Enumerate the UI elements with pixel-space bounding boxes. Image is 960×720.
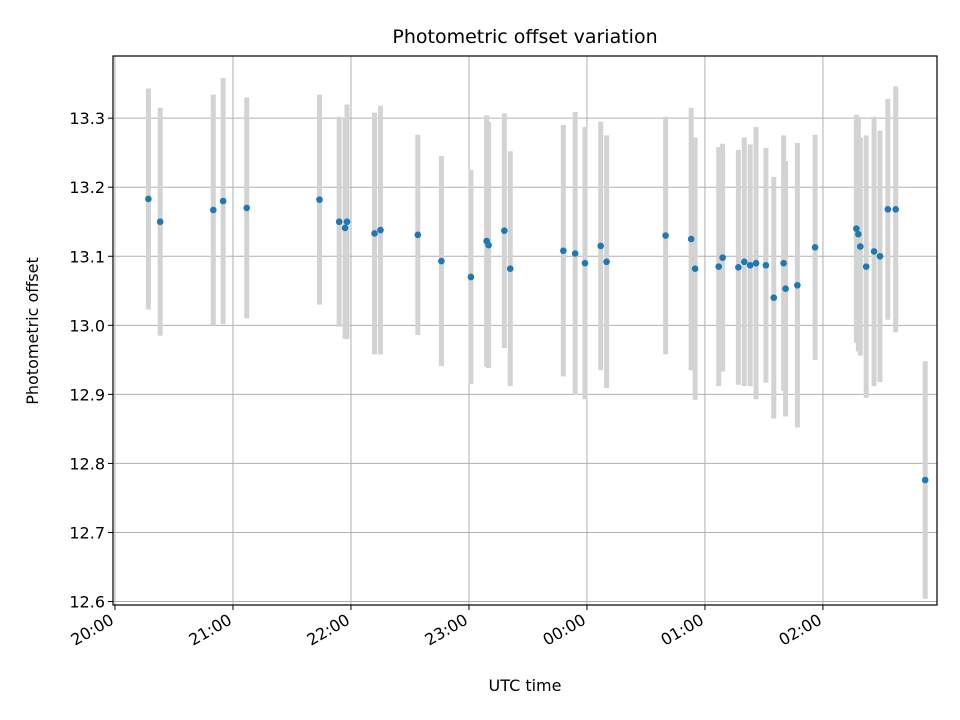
data-point	[740, 258, 748, 266]
data-point	[341, 224, 349, 232]
data-point	[219, 197, 227, 205]
data-point	[371, 230, 378, 237]
data-point	[156, 218, 164, 226]
data-point	[343, 218, 351, 226]
data-point	[467, 273, 475, 281]
y-tick-label: 13.0	[69, 316, 105, 335]
data-point	[597, 242, 605, 250]
data-point	[862, 263, 870, 270]
y-tick-label: 12.6	[69, 593, 105, 612]
y-tick-label: 12.7	[69, 523, 105, 542]
data-point	[770, 294, 778, 301]
data-point	[892, 206, 900, 213]
data-point	[662, 232, 669, 239]
data-point	[501, 227, 508, 235]
chart-title: Photometric offset variation	[392, 26, 657, 48]
data-point	[746, 261, 754, 269]
data-point	[762, 261, 770, 269]
y-tick-label: 13.3	[69, 109, 105, 128]
data-point	[335, 218, 343, 226]
data-point	[794, 281, 801, 289]
data-point	[145, 195, 152, 203]
y-tick-label: 13.2	[69, 178, 105, 197]
data-point	[719, 254, 726, 261]
data-point	[209, 206, 217, 214]
data-point	[560, 247, 567, 255]
data-point	[752, 259, 760, 267]
data-point	[438, 257, 445, 265]
y-tick-label: 12.9	[69, 385, 105, 404]
data-point	[811, 243, 819, 251]
data-point	[243, 204, 251, 212]
data-point	[316, 196, 323, 203]
data-point	[581, 259, 589, 267]
data-point	[571, 250, 579, 257]
y-axis-ticks: 12.6 12.7 12.8 12.9 13.0 13.1 13.2 13.3	[69, 109, 113, 612]
data-point	[414, 231, 422, 239]
y-axis-label: Photometric offset	[23, 257, 42, 405]
data-points	[145, 195, 929, 484]
y-tick-label: 13.1	[69, 247, 105, 266]
data-point	[691, 265, 699, 272]
x-axis-label: UTC time	[489, 676, 562, 695]
data-point	[603, 258, 610, 266]
data-point	[687, 235, 695, 243]
data-point	[485, 241, 492, 249]
data-point	[870, 248, 878, 255]
y-tick-label: 12.8	[69, 454, 105, 473]
data-point	[715, 263, 723, 270]
plot-frame	[112, 55, 938, 606]
data-point	[921, 476, 929, 484]
data-point	[735, 264, 742, 271]
data-point	[506, 265, 514, 272]
data-point	[853, 225, 860, 232]
data-point	[857, 243, 864, 250]
data-point	[377, 226, 384, 234]
data-point	[782, 285, 789, 293]
data-point	[855, 230, 862, 238]
data-point	[780, 259, 787, 267]
data-point	[884, 206, 892, 213]
data-point	[876, 252, 884, 260]
